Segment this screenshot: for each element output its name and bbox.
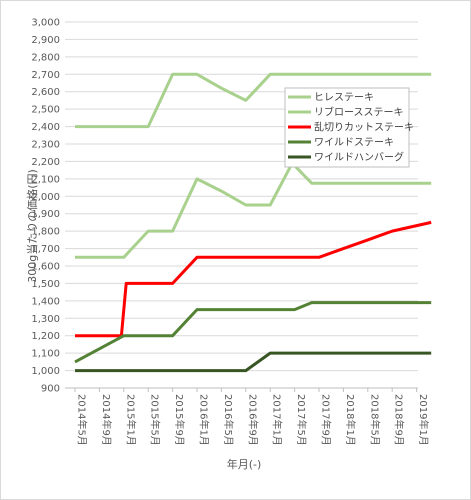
y-tick-label: 900 <box>41 384 60 395</box>
y-tick-label: 1,800 <box>31 227 60 238</box>
legend-label: 乱切りカットステーキ <box>314 122 414 134</box>
x-tick-label: 2017年9月 <box>320 394 333 446</box>
x-tick-label: 2015年9月 <box>173 394 186 446</box>
legend-label: ヒレステーキ <box>314 92 374 104</box>
gridlines <box>65 21 418 389</box>
series-line-1 <box>75 72 432 129</box>
y-tick-label: 2,800 <box>31 52 60 63</box>
y-tick-label: 1,000 <box>31 366 60 377</box>
series-line-5 <box>75 351 432 373</box>
y-tick-label: 1,100 <box>31 349 60 360</box>
x-tick-label: 2016年5月 <box>222 394 235 446</box>
legend-label: ワイルドハンバーグ <box>314 151 404 164</box>
y-tick-label: 3,000 <box>31 18 60 29</box>
y-axis-ticks: 900 1,000 1,100 1,200 1,300 1,400 1,500 1,600 1,… <box>31 18 60 395</box>
x-tick-label: 2014年9月 <box>100 394 113 446</box>
y-tick-label: 1,600 <box>31 262 60 273</box>
x-tick-label: 2016年9月 <box>246 394 259 446</box>
x-tick-label: 2019年1月 <box>417 394 430 446</box>
x-tick-label: 2015年1月 <box>124 394 137 446</box>
x-tick-label: 2016年1月 <box>198 394 211 446</box>
series-line-2 <box>75 161 432 259</box>
legend-label: リブロースステーキ <box>314 106 404 119</box>
series-line-4 <box>74 301 432 364</box>
x-tick-label: 2017年1月 <box>271 394 284 446</box>
x-tick-label: 2018年9月 <box>393 394 406 446</box>
x-tick-label: 2018年5月 <box>368 394 381 446</box>
y-tick-label: 1,500 <box>31 279 60 290</box>
y-tick-label: 2,600 <box>31 87 60 98</box>
y-tick-label: 2,500 <box>31 105 60 116</box>
y-tick-label: 2,100 <box>31 174 60 185</box>
x-axis-title: 年月(-) <box>227 457 262 471</box>
y-tick-label: 2,300 <box>31 140 60 151</box>
x-tick-label: 2014年5月 <box>76 394 89 446</box>
legend-label: ワイルドステーキ <box>314 138 394 149</box>
y-tick-label: 2,000 <box>31 192 60 203</box>
y-tick-label: 2,700 <box>31 70 60 81</box>
y-axis-title: 300g当たりの価格(円) <box>25 169 39 283</box>
y-tick-label: 1,400 <box>31 296 60 307</box>
x-tick-label: 2015年5月 <box>149 394 162 446</box>
y-tick-label: 1,200 <box>31 331 60 342</box>
y-tick-label: 1,300 <box>31 314 60 325</box>
y-tick-label: 1,900 <box>31 209 60 220</box>
y-tick-label: 2,900 <box>31 35 60 46</box>
x-tick-label: 2018年1月 <box>344 394 357 446</box>
x-axis-ticks: 2014年5月 2014年9月 2015年1月 2015年5月 2015年9月 2016年… <box>74 388 430 446</box>
y-tick-label: 1,700 <box>31 244 60 255</box>
legend: ヒレステーキリブロースステーキ乱切りカットステーキワイルドステーキワイルドハンバ… <box>284 87 414 168</box>
x-tick-label: 2017年5月 <box>295 394 308 446</box>
y-tick-label: 2,400 <box>31 122 60 133</box>
series-line-3 <box>75 220 432 338</box>
series-lines <box>74 72 432 373</box>
y-tick-label: 2,200 <box>31 157 60 168</box>
